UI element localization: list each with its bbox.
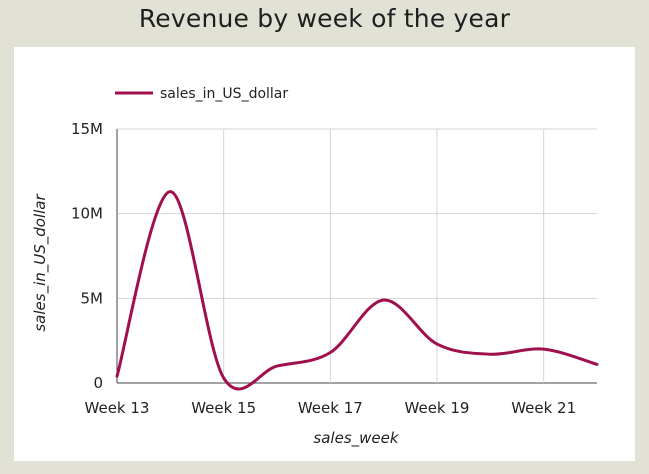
axes: 0 5M 10M 15M Week 13 Week 15 Week 17 Week 19 Wee… xyxy=(71,120,576,417)
data-point xyxy=(434,341,440,347)
data-point xyxy=(327,350,333,356)
legend-label: sales_in_US_dollar xyxy=(160,86,288,102)
series-line-sales-in-us-dollar xyxy=(115,190,599,391)
chart-panel: 0 5M 10M 15M Week 13 Week 15 Week 17 Week 19 Wee… xyxy=(14,47,635,461)
legend: sales_in_US_dollar xyxy=(115,86,288,102)
data-point xyxy=(381,297,387,303)
x-tick-label: Week 17 xyxy=(298,399,363,417)
data-point xyxy=(594,361,600,367)
x-tick-label: Week 15 xyxy=(191,399,256,417)
y-tick-label: 15M xyxy=(71,120,103,138)
data-point xyxy=(114,373,120,379)
x-tick-label: Week 13 xyxy=(85,399,150,417)
data-point xyxy=(487,351,493,357)
y-tick-label: 0 xyxy=(93,374,103,392)
data-point xyxy=(274,363,280,369)
chart-title: Revenue by week of the year xyxy=(138,4,511,33)
data-point xyxy=(167,189,173,195)
y-tick-label: 10M xyxy=(71,205,103,223)
x-tick-label: Week 21 xyxy=(511,399,576,417)
data-point xyxy=(541,346,547,352)
data-point xyxy=(221,375,227,381)
x-axis-label: sales_week xyxy=(313,429,399,448)
line-chart: 0 5M 10M 15M Week 13 Week 15 Week 17 Week 19 Wee… xyxy=(31,86,600,448)
x-tick-label: Week 19 xyxy=(405,399,470,417)
y-axis-label: sales_in_US_dollar xyxy=(31,194,50,332)
y-tick-label: 5M xyxy=(81,289,104,307)
gridlines xyxy=(116,128,597,384)
